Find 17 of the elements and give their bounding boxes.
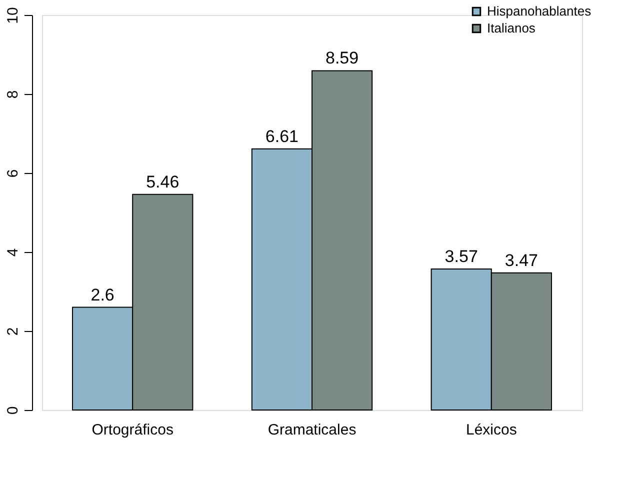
data-label: 5.46 bbox=[146, 172, 180, 192]
y-tick-label: 10 bbox=[4, 7, 22, 24]
y-tick-label: 0 bbox=[4, 406, 22, 415]
x-tick-label: Léxicos bbox=[466, 422, 517, 438]
y-tick-label: 8 bbox=[4, 90, 22, 99]
y-tick-label: 4 bbox=[4, 248, 22, 257]
legend-label: Italianos bbox=[487, 20, 536, 36]
data-label: 6.61 bbox=[265, 126, 298, 146]
data-label: 3.57 bbox=[444, 246, 478, 266]
data-label: 2.6 bbox=[90, 285, 114, 304]
y-tick-label: 6 bbox=[4, 169, 22, 178]
data-label: 3.47 bbox=[504, 250, 538, 270]
x-tick-label: Gramaticales bbox=[268, 422, 356, 438]
data-label: 8.59 bbox=[326, 48, 359, 68]
y-tick-label: 2 bbox=[4, 327, 22, 336]
legend-label: Hispanohablantes bbox=[487, 4, 592, 18]
x-tick-label: Ortográficos bbox=[92, 422, 174, 438]
